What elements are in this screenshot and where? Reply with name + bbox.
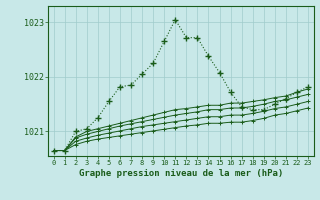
X-axis label: Graphe pression niveau de la mer (hPa): Graphe pression niveau de la mer (hPa) [79,169,283,178]
